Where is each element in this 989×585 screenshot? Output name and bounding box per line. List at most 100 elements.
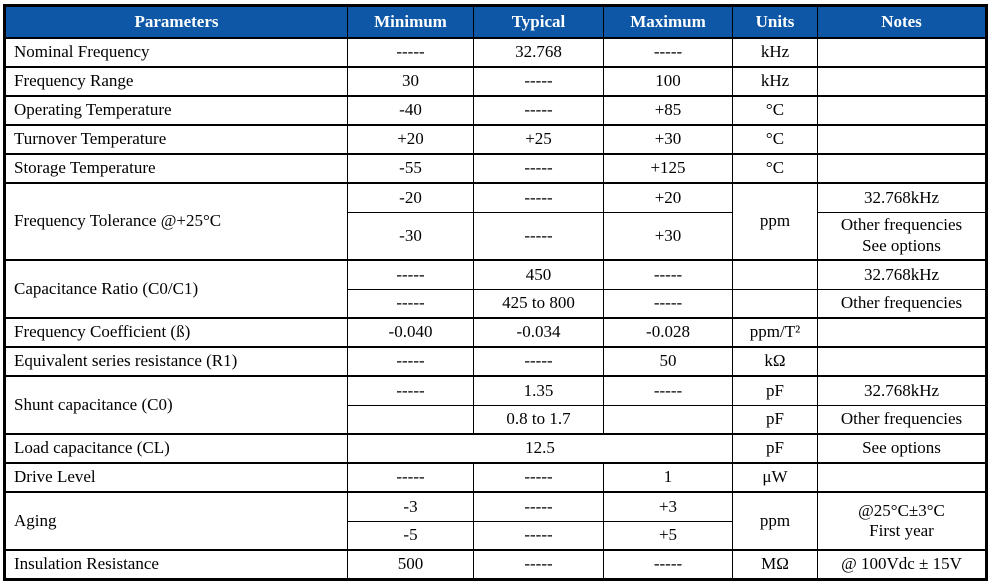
value-cell: +20 [347, 124, 474, 155]
header-cell-notes: Notes [817, 5, 987, 39]
table-row: -30 ----- +30 Other frequencies See options [5, 211, 987, 261]
header-cell-parameters: Parameters [4, 5, 348, 39]
table-row: Storage Temperature -55 ----- +125 °C [4, 153, 987, 184]
value-cell: +25 [473, 124, 604, 155]
table-row: Frequency Tolerance @+25°C -20 ----- +20 ppm… [4, 182, 987, 261]
header-cell-units: Units [732, 5, 818, 39]
spec-table-header: Parameters Minimum Typical Maximum Units Note… [4, 5, 987, 39]
value-cell: ----- [347, 346, 474, 377]
value-cell: +3 [603, 491, 733, 522]
value-cell: 500 [347, 549, 474, 580]
param-cell: Insulation Resistance [4, 549, 348, 580]
value-cell: -0.034 [473, 317, 604, 348]
value-cell: 100 [603, 66, 733, 97]
value-cell: kΩ [732, 346, 818, 377]
value-cell: MΩ [732, 549, 818, 580]
value-cell: °C [732, 95, 818, 126]
value-cell: Other frequencies See options [817, 211, 987, 261]
value-cell: @ 100Vdc ± 15V [817, 549, 987, 580]
value-cell: -55 [347, 153, 474, 184]
value-cell: 12.5 [347, 433, 733, 464]
value-cell: -20 [347, 182, 474, 213]
value-cell: +5 [603, 520, 733, 551]
value-cell: Other frequencies [817, 404, 987, 435]
param-cell: Frequency Tolerance @+25°C [4, 182, 348, 261]
value-cell [817, 37, 987, 68]
header-row: Parameters Minimum Typical Maximum Units Note… [4, 5, 987, 39]
value-cell: ----- [347, 375, 474, 406]
table-row: Frequency Range 30 ----- 100 kHz [4, 66, 987, 97]
value-cell: 32.768 [473, 37, 604, 68]
value-cell: 50 [603, 346, 733, 377]
header-cell-typical: Typical [473, 5, 604, 39]
value-cell: kHz [732, 66, 818, 97]
value-cell: °C [732, 153, 818, 184]
value-cell: -40 [347, 95, 474, 126]
value-cell: ----- [603, 288, 733, 319]
param-cell: Turnover Temperature [4, 124, 348, 155]
table-row: Turnover Temperature +20 +25 +30 °C [4, 124, 987, 155]
value-cell: +20 [603, 182, 733, 213]
table-row: ----- 425 to 800 ----- Other frequencies [5, 288, 987, 319]
value-cell: -30 [347, 211, 474, 261]
value-cell: 450 [473, 259, 604, 290]
value-cell: -0.028 [603, 317, 733, 348]
value-cell: -3 [347, 491, 474, 522]
value-cell: +125 [603, 153, 733, 184]
value-cell: ----- [473, 491, 604, 522]
value-cell: ppm [732, 182, 818, 261]
value-cell: 1.35 [473, 375, 604, 406]
param-cell: Storage Temperature [4, 153, 348, 184]
table-row: Shunt capacitance (C0) ----- 1.35 ----- pF 32… [4, 375, 987, 435]
value-cell: @25°C±3°C First year [817, 491, 987, 551]
value-cell: +30 [603, 124, 733, 155]
value-cell: pF [732, 375, 818, 406]
param-cell: Nominal Frequency [4, 37, 348, 68]
spec-table-body: Nominal Frequency ----- 32.768 ----- kHz Freq… [4, 37, 987, 580]
value-cell: ----- [473, 211, 604, 261]
value-cell: ----- [603, 259, 733, 290]
value-cell: ----- [347, 288, 474, 319]
spec-table: Parameters Minimum Typical Maximum Units Note… [3, 4, 988, 581]
value-cell: μW [732, 462, 818, 493]
value-cell [817, 317, 987, 348]
value-cell: ----- [473, 462, 604, 493]
table-row: Nominal Frequency ----- 32.768 ----- kHz [4, 37, 987, 68]
value-cell: pF [732, 433, 818, 464]
value-cell: ----- [347, 462, 474, 493]
value-cell: ----- [473, 549, 604, 580]
value-cell: ----- [473, 182, 604, 213]
table-row: Capacitance Ratio (C0/C1) ----- 450 ----- 32… [4, 259, 987, 319]
value-cell: -0.040 [347, 317, 474, 348]
table-row: Equivalent series resistance (R1) ----- --… [4, 346, 987, 377]
param-cell: Aging [4, 491, 348, 551]
value-cell [817, 66, 987, 97]
value-cell: 1 [603, 462, 733, 493]
param-cell: Equivalent series resistance (R1) [4, 346, 348, 377]
value-cell [817, 124, 987, 155]
value-cell: 32.768kHz [817, 182, 987, 213]
value-cell: 425 to 800 [473, 288, 604, 319]
value-cell [347, 404, 474, 435]
value-cell [817, 462, 987, 493]
table-row: Aging -3 ----- +3 ppm @25°C±3°C First year [4, 491, 987, 551]
value-cell: 32.768kHz [817, 259, 987, 290]
value-cell: ppm [732, 491, 818, 551]
table-row: Drive Level ----- ----- 1 μW [4, 462, 987, 493]
value-cell: ----- [603, 375, 733, 406]
param-cell: Load capacitance (CL) [4, 433, 348, 464]
value-cell: -5 [347, 520, 474, 551]
value-cell [732, 259, 818, 290]
value-cell: kHz [732, 37, 818, 68]
value-cell: ----- [473, 520, 604, 551]
value-cell: Other frequencies [817, 288, 987, 319]
table-row: 0.8 to 1.7 pF Other frequencies [5, 404, 987, 435]
value-cell: ----- [603, 37, 733, 68]
value-cell [732, 288, 818, 319]
value-cell: ----- [473, 95, 604, 126]
value-cell: +85 [603, 95, 733, 126]
param-cell: Drive Level [4, 462, 348, 493]
value-cell: 0.8 to 1.7 [473, 404, 604, 435]
header-cell-minimum: Minimum [347, 5, 474, 39]
